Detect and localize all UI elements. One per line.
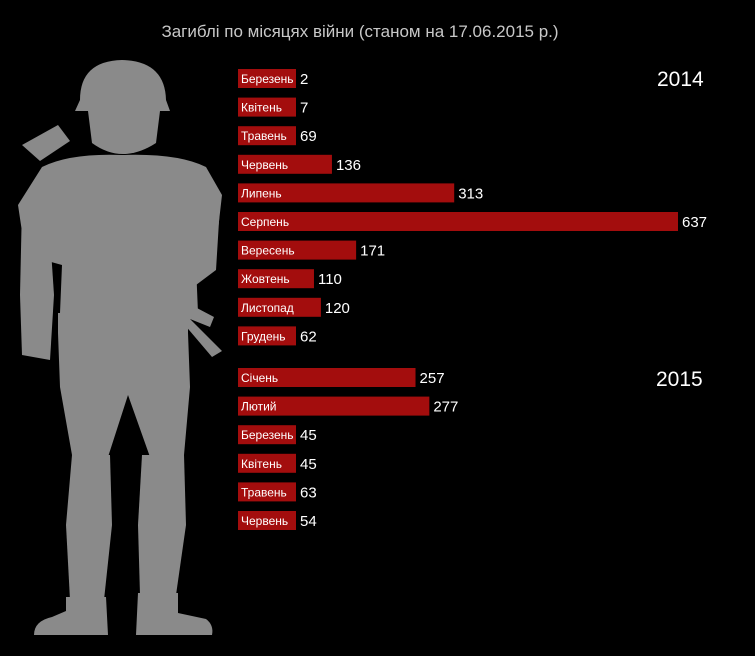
group-label-2014: 2014 — [657, 68, 704, 91]
bar-2014-2 — [238, 97, 296, 117]
value-label: 136 — [336, 157, 361, 174]
bar-2014-5 — [238, 183, 455, 203]
bar-2014-6 — [238, 212, 678, 231]
value-label: 54 — [300, 513, 317, 530]
value-label: 63 — [300, 484, 317, 501]
chart-title: Загиблі по місяцях війни (станом на 17.0… — [161, 22, 559, 41]
bar-2015-1 — [238, 368, 416, 387]
bar-2014-3 — [238, 126, 296, 146]
bar-2014-8 — [238, 269, 314, 289]
bar-2015-2 — [238, 396, 430, 416]
value-label: 120 — [325, 300, 350, 317]
category-label: Червень — [241, 514, 288, 528]
bar-2015-5 — [238, 482, 296, 502]
category-label: Травень — [241, 485, 287, 499]
bar-2015-4 — [238, 453, 296, 473]
category-label: Березень — [241, 428, 294, 442]
bar-2014-7 — [238, 240, 357, 260]
bar-2014-10 — [238, 326, 296, 346]
category-label: Липень — [241, 186, 282, 200]
category-label: Лютий — [241, 400, 277, 414]
value-label: 45 — [300, 427, 317, 444]
value-label: 171 — [360, 243, 385, 260]
group-label-2015: 2015 — [656, 368, 703, 391]
value-label: 313 — [458, 185, 483, 202]
value-label: 637 — [682, 214, 707, 231]
soldier-silhouette-icon — [18, 60, 222, 635]
bar-2015-3 — [238, 425, 296, 445]
value-label: 2 — [300, 71, 308, 88]
bar-2014-1 — [238, 69, 296, 88]
category-label: Листопад — [241, 301, 294, 315]
category-label: Жовтень — [241, 272, 290, 286]
category-label: Червень — [241, 158, 288, 172]
value-label: 257 — [420, 370, 445, 387]
category-label: Травень — [241, 129, 287, 143]
category-label: Грудень — [241, 329, 286, 343]
bar-2014-4 — [238, 154, 332, 174]
value-label: 69 — [300, 128, 317, 145]
category-label: Березень — [241, 72, 294, 86]
category-label: Серпень — [241, 215, 289, 229]
value-label: 110 — [318, 271, 342, 288]
value-label: 277 — [433, 399, 458, 416]
category-label: Квітень — [241, 457, 282, 471]
value-label: 7 — [300, 100, 308, 117]
value-label: 45 — [300, 456, 317, 473]
category-label: Січень — [241, 371, 278, 385]
value-label: 62 — [300, 328, 317, 345]
category-label: Квітень — [241, 101, 282, 115]
category-label: Вересень — [241, 244, 295, 258]
bar-2014-9 — [238, 297, 321, 317]
bar-2015-6 — [238, 511, 296, 530]
